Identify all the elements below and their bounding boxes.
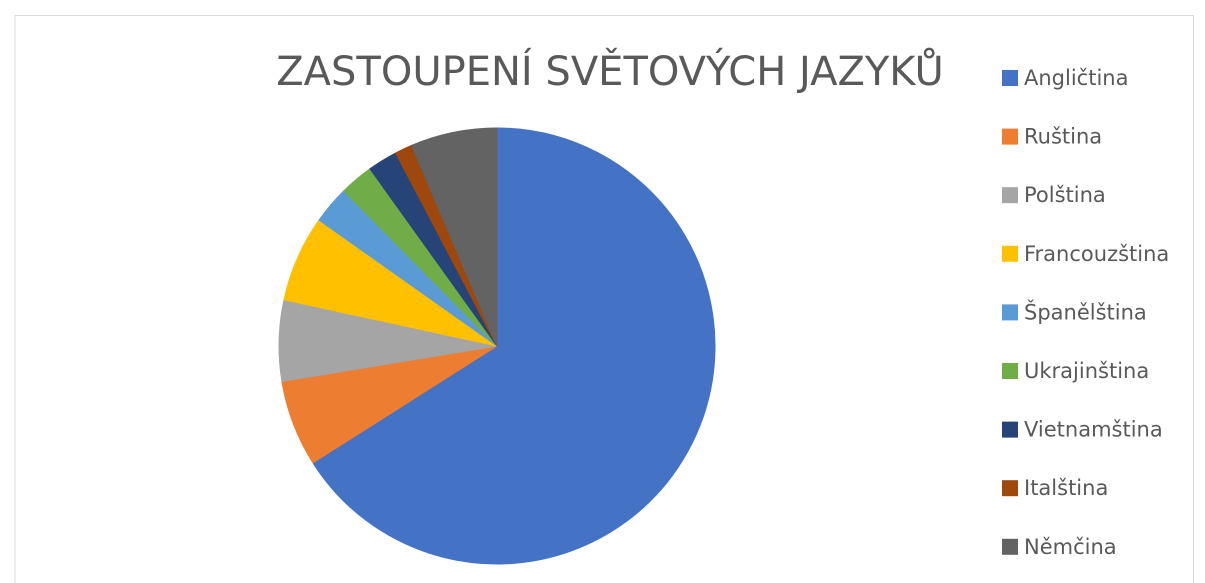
- legend: Angličtina Ruština Polština Francouzština Šp…: [1002, 66, 1169, 559]
- chart-title: ZASTOUPENÍ SVĚTOVÝCH JAZYKŮ: [276, 47, 943, 95]
- legend-swatch: [1002, 304, 1018, 321]
- legend-swatch: [1002, 421, 1018, 438]
- legend-swatch: [1002, 363, 1018, 379]
- legend-swatch: [1002, 70, 1018, 86]
- legend-label: Němčina: [1024, 535, 1117, 559]
- legend-label: Ukrajinština: [1024, 359, 1149, 383]
- legend-label: Vietnamština: [1024, 418, 1163, 442]
- legend-swatch: [1002, 480, 1018, 497]
- legend-swatch: [1002, 245, 1018, 262]
- pie-slice: [411, 127, 498, 347]
- legend-swatch: [1002, 128, 1018, 145]
- legend-label: Ruština: [1024, 125, 1102, 149]
- chart-border: [14, 15, 1194, 583]
- legend-label: Italština: [1024, 476, 1108, 500]
- legend-label: Francouzština: [1024, 242, 1169, 266]
- pie: [278, 127, 716, 565]
- pie-slice: [312, 127, 716, 565]
- legend-label: Španělština: [1024, 299, 1147, 324]
- legend-swatch: [1002, 187, 1018, 204]
- legend-label: Polština: [1024, 183, 1106, 207]
- legend-label: Angličtina: [1024, 66, 1128, 90]
- legend-swatch: [1002, 538, 1018, 555]
